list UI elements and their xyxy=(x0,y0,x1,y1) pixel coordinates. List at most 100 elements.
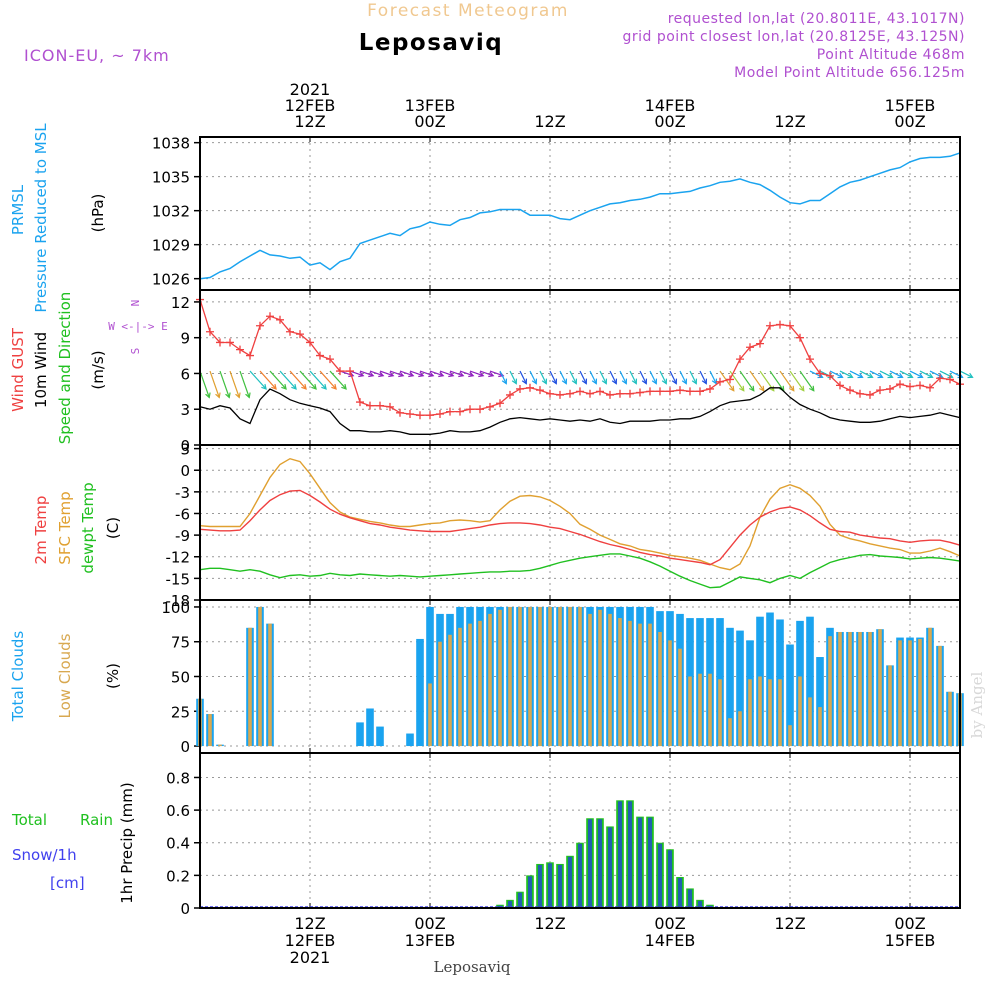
wind-gust-point xyxy=(896,380,904,389)
wind-gust-point xyxy=(376,401,384,410)
wind-gust-point xyxy=(756,339,764,348)
y-tick-label: -15 xyxy=(166,570,191,588)
wind-arrow-head xyxy=(205,392,211,399)
y-tick-label: -18 xyxy=(166,592,191,610)
wind-arrow xyxy=(449,370,464,377)
wind-gust-point xyxy=(416,411,424,420)
wind-gust-point xyxy=(506,390,514,399)
rain-precip-bar xyxy=(698,900,702,908)
wind-gust-point xyxy=(626,389,634,398)
y-tick-label: 0.6 xyxy=(166,802,190,820)
wind-arrow xyxy=(369,370,384,377)
wind-gust-point xyxy=(356,398,364,407)
wind-arrow xyxy=(389,370,404,377)
wind-arrow xyxy=(349,370,364,377)
rain-precip-bar xyxy=(568,856,572,908)
wind-arrow xyxy=(469,370,484,377)
y-tick-label: 50 xyxy=(171,669,190,687)
total-cloud-bar xyxy=(356,722,364,747)
wind-gust-point xyxy=(866,390,874,399)
wind-gust-point xyxy=(746,343,754,352)
grid-point-coordinates: grid point closest lon,lat (20.8125E, 43… xyxy=(622,29,965,45)
compass-west-east: W <-|-> E xyxy=(108,320,168,333)
compass-south: S xyxy=(129,348,142,355)
wind-arrow xyxy=(639,370,647,384)
wind-gust-point xyxy=(216,338,224,347)
wind-arrow-head xyxy=(378,371,385,378)
axis-label-dewpt-temp: dewpt Temp xyxy=(79,482,97,573)
wind-arrow xyxy=(829,370,843,378)
wind-arrow-head xyxy=(551,378,558,385)
precip-bars xyxy=(496,800,714,908)
y-tick-label: 12 xyxy=(171,294,190,312)
wind-arrow-head xyxy=(611,378,618,385)
wind-arrow-head xyxy=(729,385,735,392)
wind-arrow-head xyxy=(311,383,317,390)
low-cloud-bar xyxy=(628,620,632,747)
wind-arrow xyxy=(519,370,527,384)
low-cloud-bar xyxy=(858,631,862,747)
low-cloud-bar xyxy=(248,627,252,747)
panel-frame xyxy=(199,289,961,446)
low-cloud-bar xyxy=(598,609,602,747)
low-cloud-bar xyxy=(568,606,572,747)
bottom-time-label: 12Z xyxy=(294,914,325,933)
wind-arrow xyxy=(559,370,567,384)
wind-gust-point xyxy=(286,327,294,336)
low-cloud-bar xyxy=(718,679,722,747)
wind-gust-point xyxy=(566,389,574,398)
wind-gust-point xyxy=(226,338,234,347)
rain-precip-bar xyxy=(508,900,512,908)
legend-snow: Snow/1h xyxy=(12,846,77,864)
wind-gust-point xyxy=(826,371,834,380)
y-tick-label: 0.8 xyxy=(166,769,190,787)
wind-arrow-head xyxy=(358,371,365,378)
wind-arrow xyxy=(659,370,667,384)
wind-arrow xyxy=(779,370,795,392)
wind-gust-point xyxy=(246,351,254,360)
wind-arrow-head xyxy=(867,372,874,379)
wind-arrow xyxy=(579,370,587,384)
wind-arrow xyxy=(669,370,677,384)
wind-arrow xyxy=(549,370,557,384)
wind-arrow-head xyxy=(691,378,698,385)
low-cloud-bar xyxy=(478,620,482,747)
wind-arrow-head xyxy=(438,371,445,378)
wind-gust-point xyxy=(296,330,304,339)
panel-pressure: 1026 1029 1032 1035 1038 xyxy=(152,135,961,291)
banner-title: Forecast Meteogram xyxy=(367,1,569,21)
panel-border xyxy=(199,289,961,446)
wind-arrow xyxy=(289,370,307,390)
total-cloud-bar xyxy=(366,708,374,747)
total-cloud-bar xyxy=(376,726,384,747)
y-tick-label: 0.4 xyxy=(166,835,190,853)
wind-arrow xyxy=(849,370,863,378)
low-cloud-bar xyxy=(468,623,472,747)
low-cloud-bar xyxy=(678,648,682,747)
low-cloud-bar xyxy=(918,638,922,747)
y-tick-label: -3 xyxy=(175,484,190,502)
wind-arrow-head xyxy=(837,372,844,379)
low-cloud-bar xyxy=(268,623,272,747)
wind-gust-point xyxy=(696,387,704,396)
wind-gust-point xyxy=(686,387,694,396)
bottom-time-label: 00Z xyxy=(654,914,685,933)
low-cloud-bar xyxy=(778,679,782,747)
total-cloud-bar xyxy=(806,616,814,747)
wind-gust-point xyxy=(336,367,344,376)
wind-arrow-head xyxy=(245,392,251,399)
wind-gust-point xyxy=(816,369,824,378)
low-cloud-bar xyxy=(928,627,932,747)
wind-gust-point xyxy=(486,402,494,411)
y-tick-label: -6 xyxy=(175,505,190,523)
wind-gust-point xyxy=(306,338,314,347)
top-time-label: 00Z xyxy=(414,112,445,131)
rain-precip-bar xyxy=(588,819,592,908)
wind-arrow xyxy=(409,370,424,377)
rain-precip-bar xyxy=(688,889,692,908)
credit-watermark: by Angel xyxy=(968,671,986,738)
axis-label-ms: (m/s) xyxy=(89,350,107,389)
axis-label-celsius: (C) xyxy=(104,517,122,539)
low-cloud-bar xyxy=(508,606,512,747)
model-name: ICON-EU, ~ 7km xyxy=(24,46,170,65)
